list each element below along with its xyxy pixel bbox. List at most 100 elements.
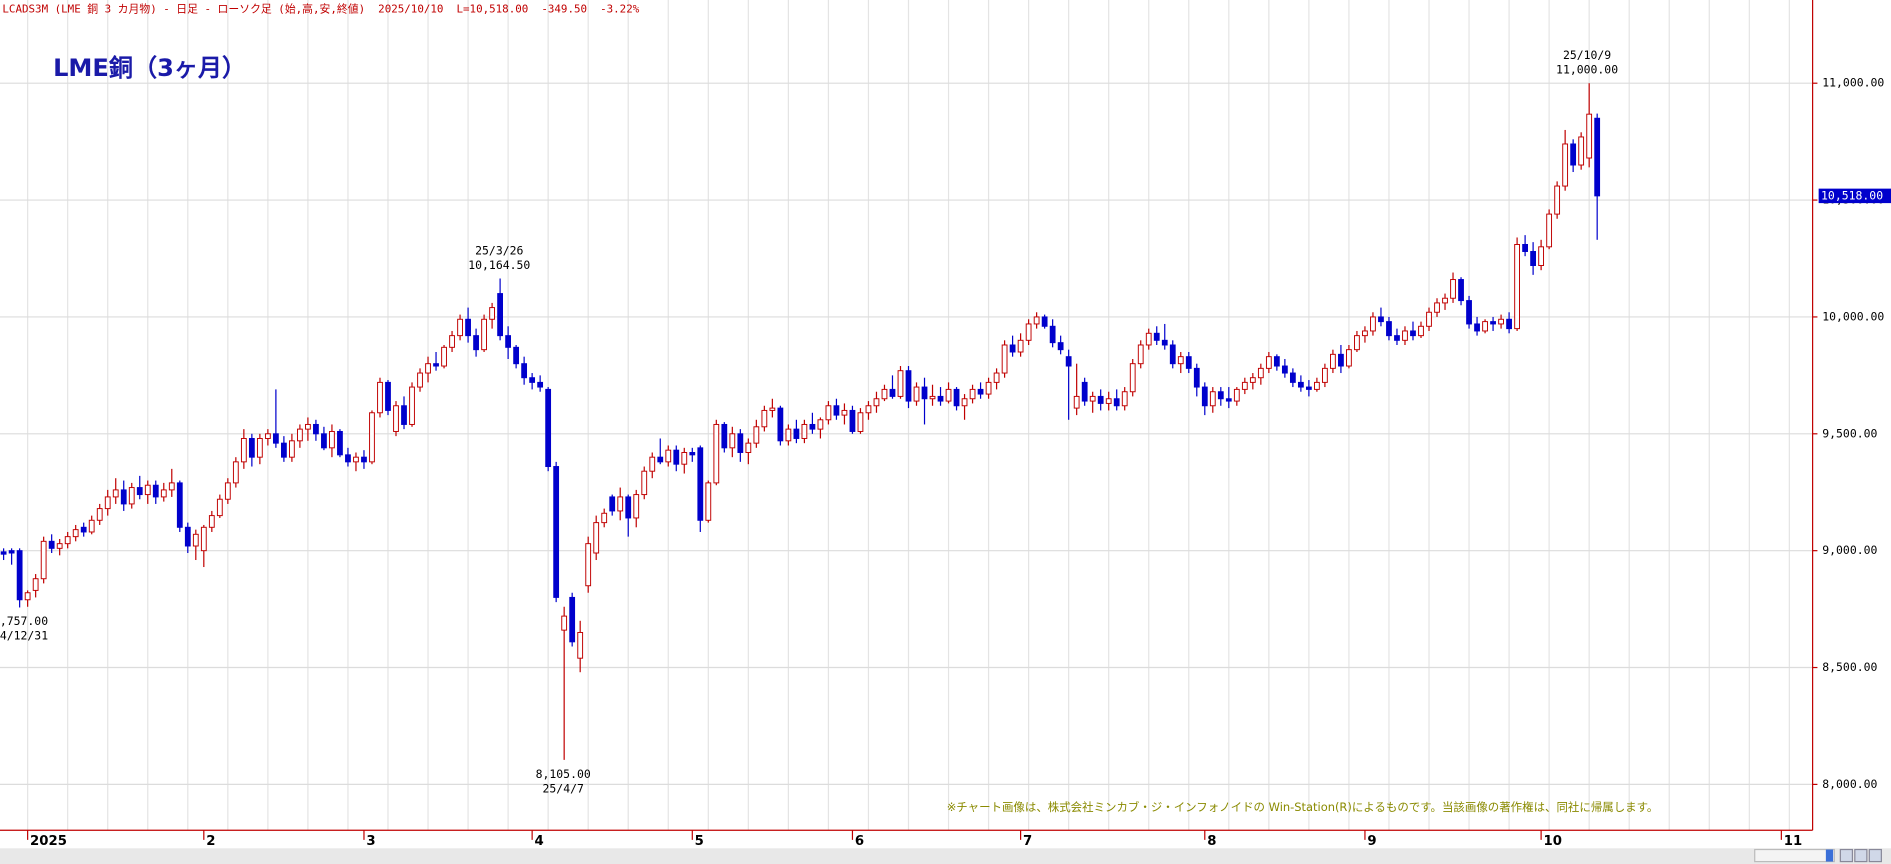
candle-body <box>1161 339 1168 346</box>
candle-body <box>593 522 600 554</box>
zoom-in-button[interactable] <box>1854 848 1868 863</box>
candle-body <box>1129 363 1136 393</box>
candle-body <box>1105 398 1112 404</box>
candle-body <box>1225 398 1232 402</box>
candle-body <box>1009 344 1016 353</box>
candle-body <box>1378 316 1384 323</box>
candle-body <box>1137 344 1144 365</box>
candle-body <box>1338 353 1344 367</box>
candle-body <box>465 318 471 337</box>
candle-body <box>953 388 960 407</box>
candle-body <box>1169 344 1176 365</box>
zoom-out-button[interactable] <box>1839 848 1854 863</box>
candle-body <box>569 596 576 643</box>
candle-body <box>1530 251 1537 267</box>
candle-body <box>120 489 127 505</box>
candle-body <box>1354 335 1360 351</box>
candle-body <box>897 370 904 397</box>
candle-body <box>585 543 592 587</box>
candle-body <box>1145 332 1152 346</box>
candle-body <box>489 307 495 320</box>
candle-body <box>633 494 640 519</box>
fit-button[interactable] <box>1868 848 1882 863</box>
y-tick-label: 8,000.00 <box>1822 777 1877 791</box>
candle-body <box>240 437 247 463</box>
candle-body <box>1546 213 1553 248</box>
candle-body <box>681 452 688 465</box>
candle-body <box>817 419 824 430</box>
candle-body <box>833 405 840 416</box>
candle-body <box>1297 381 1304 388</box>
candle-body <box>857 412 864 432</box>
candle-body <box>1209 391 1216 407</box>
candle-body <box>769 407 776 411</box>
candle-body <box>441 346 447 367</box>
x-tick-label: 10 <box>1544 834 1562 849</box>
scroll-thumb[interactable] <box>1825 849 1834 862</box>
candle-body <box>1482 321 1488 332</box>
candle-body <box>337 430 343 456</box>
candle-body <box>264 433 271 439</box>
candle-body <box>88 519 95 533</box>
candle-body <box>1394 335 1400 341</box>
annotation: 25/10/9 <box>1563 48 1611 62</box>
scroll-track[interactable] <box>1754 848 1835 863</box>
candle-body <box>305 423 311 430</box>
candle-body <box>729 433 736 449</box>
candle-body <box>473 335 479 351</box>
candle-body <box>1233 388 1240 402</box>
candle-body <box>801 423 808 439</box>
candle-body <box>865 405 872 414</box>
candle-body <box>176 482 183 528</box>
candle-body <box>377 381 383 414</box>
candle-body <box>232 461 239 484</box>
candle-body <box>32 578 39 591</box>
candle-body <box>961 398 968 407</box>
candle-body <box>1201 386 1208 407</box>
candle-body <box>321 433 327 449</box>
candle-body <box>537 381 544 388</box>
x-tick-label: 6 <box>855 834 864 849</box>
candle-body <box>881 388 888 400</box>
x-tick-label: 2025 <box>30 834 67 849</box>
candle-body <box>761 409 768 428</box>
candle-body <box>1001 344 1008 374</box>
candle-body <box>401 405 407 425</box>
candle-body <box>272 433 279 444</box>
candle-body <box>1257 367 1264 379</box>
candle-body <box>1586 113 1593 159</box>
candle-body <box>1121 391 1128 407</box>
candle-body <box>40 540 47 580</box>
candle-body <box>1434 302 1440 313</box>
candle-body <box>1330 353 1336 369</box>
candle-body <box>96 508 103 521</box>
candle-body <box>1410 330 1416 337</box>
candle-body <box>1217 391 1224 400</box>
candle-body <box>1033 316 1040 325</box>
candle-body <box>689 452 696 456</box>
annotation: 25/3/26 <box>475 243 523 257</box>
candle-body <box>1113 398 1120 407</box>
candle-body <box>1314 381 1320 390</box>
candle-body <box>785 428 792 442</box>
candle-body <box>497 293 503 337</box>
candle-body <box>192 533 199 547</box>
candle-body <box>1057 342 1064 351</box>
candle-body <box>1362 330 1368 337</box>
candle-body <box>985 381 992 395</box>
candle-body <box>1490 321 1496 325</box>
candle-body <box>369 412 375 463</box>
candle-body <box>216 498 223 517</box>
candle-body <box>697 447 704 521</box>
candle-body <box>425 363 431 374</box>
candle-body <box>80 526 87 533</box>
candle-body <box>168 482 175 491</box>
candle-body <box>929 395 936 400</box>
candle-body <box>1594 117 1601 197</box>
annotation: 10,164.50 <box>468 258 530 272</box>
candle-body <box>409 386 415 425</box>
x-tick-label: 11 <box>1784 834 1802 849</box>
candle-body <box>184 526 191 547</box>
candle-body <box>1554 185 1561 215</box>
